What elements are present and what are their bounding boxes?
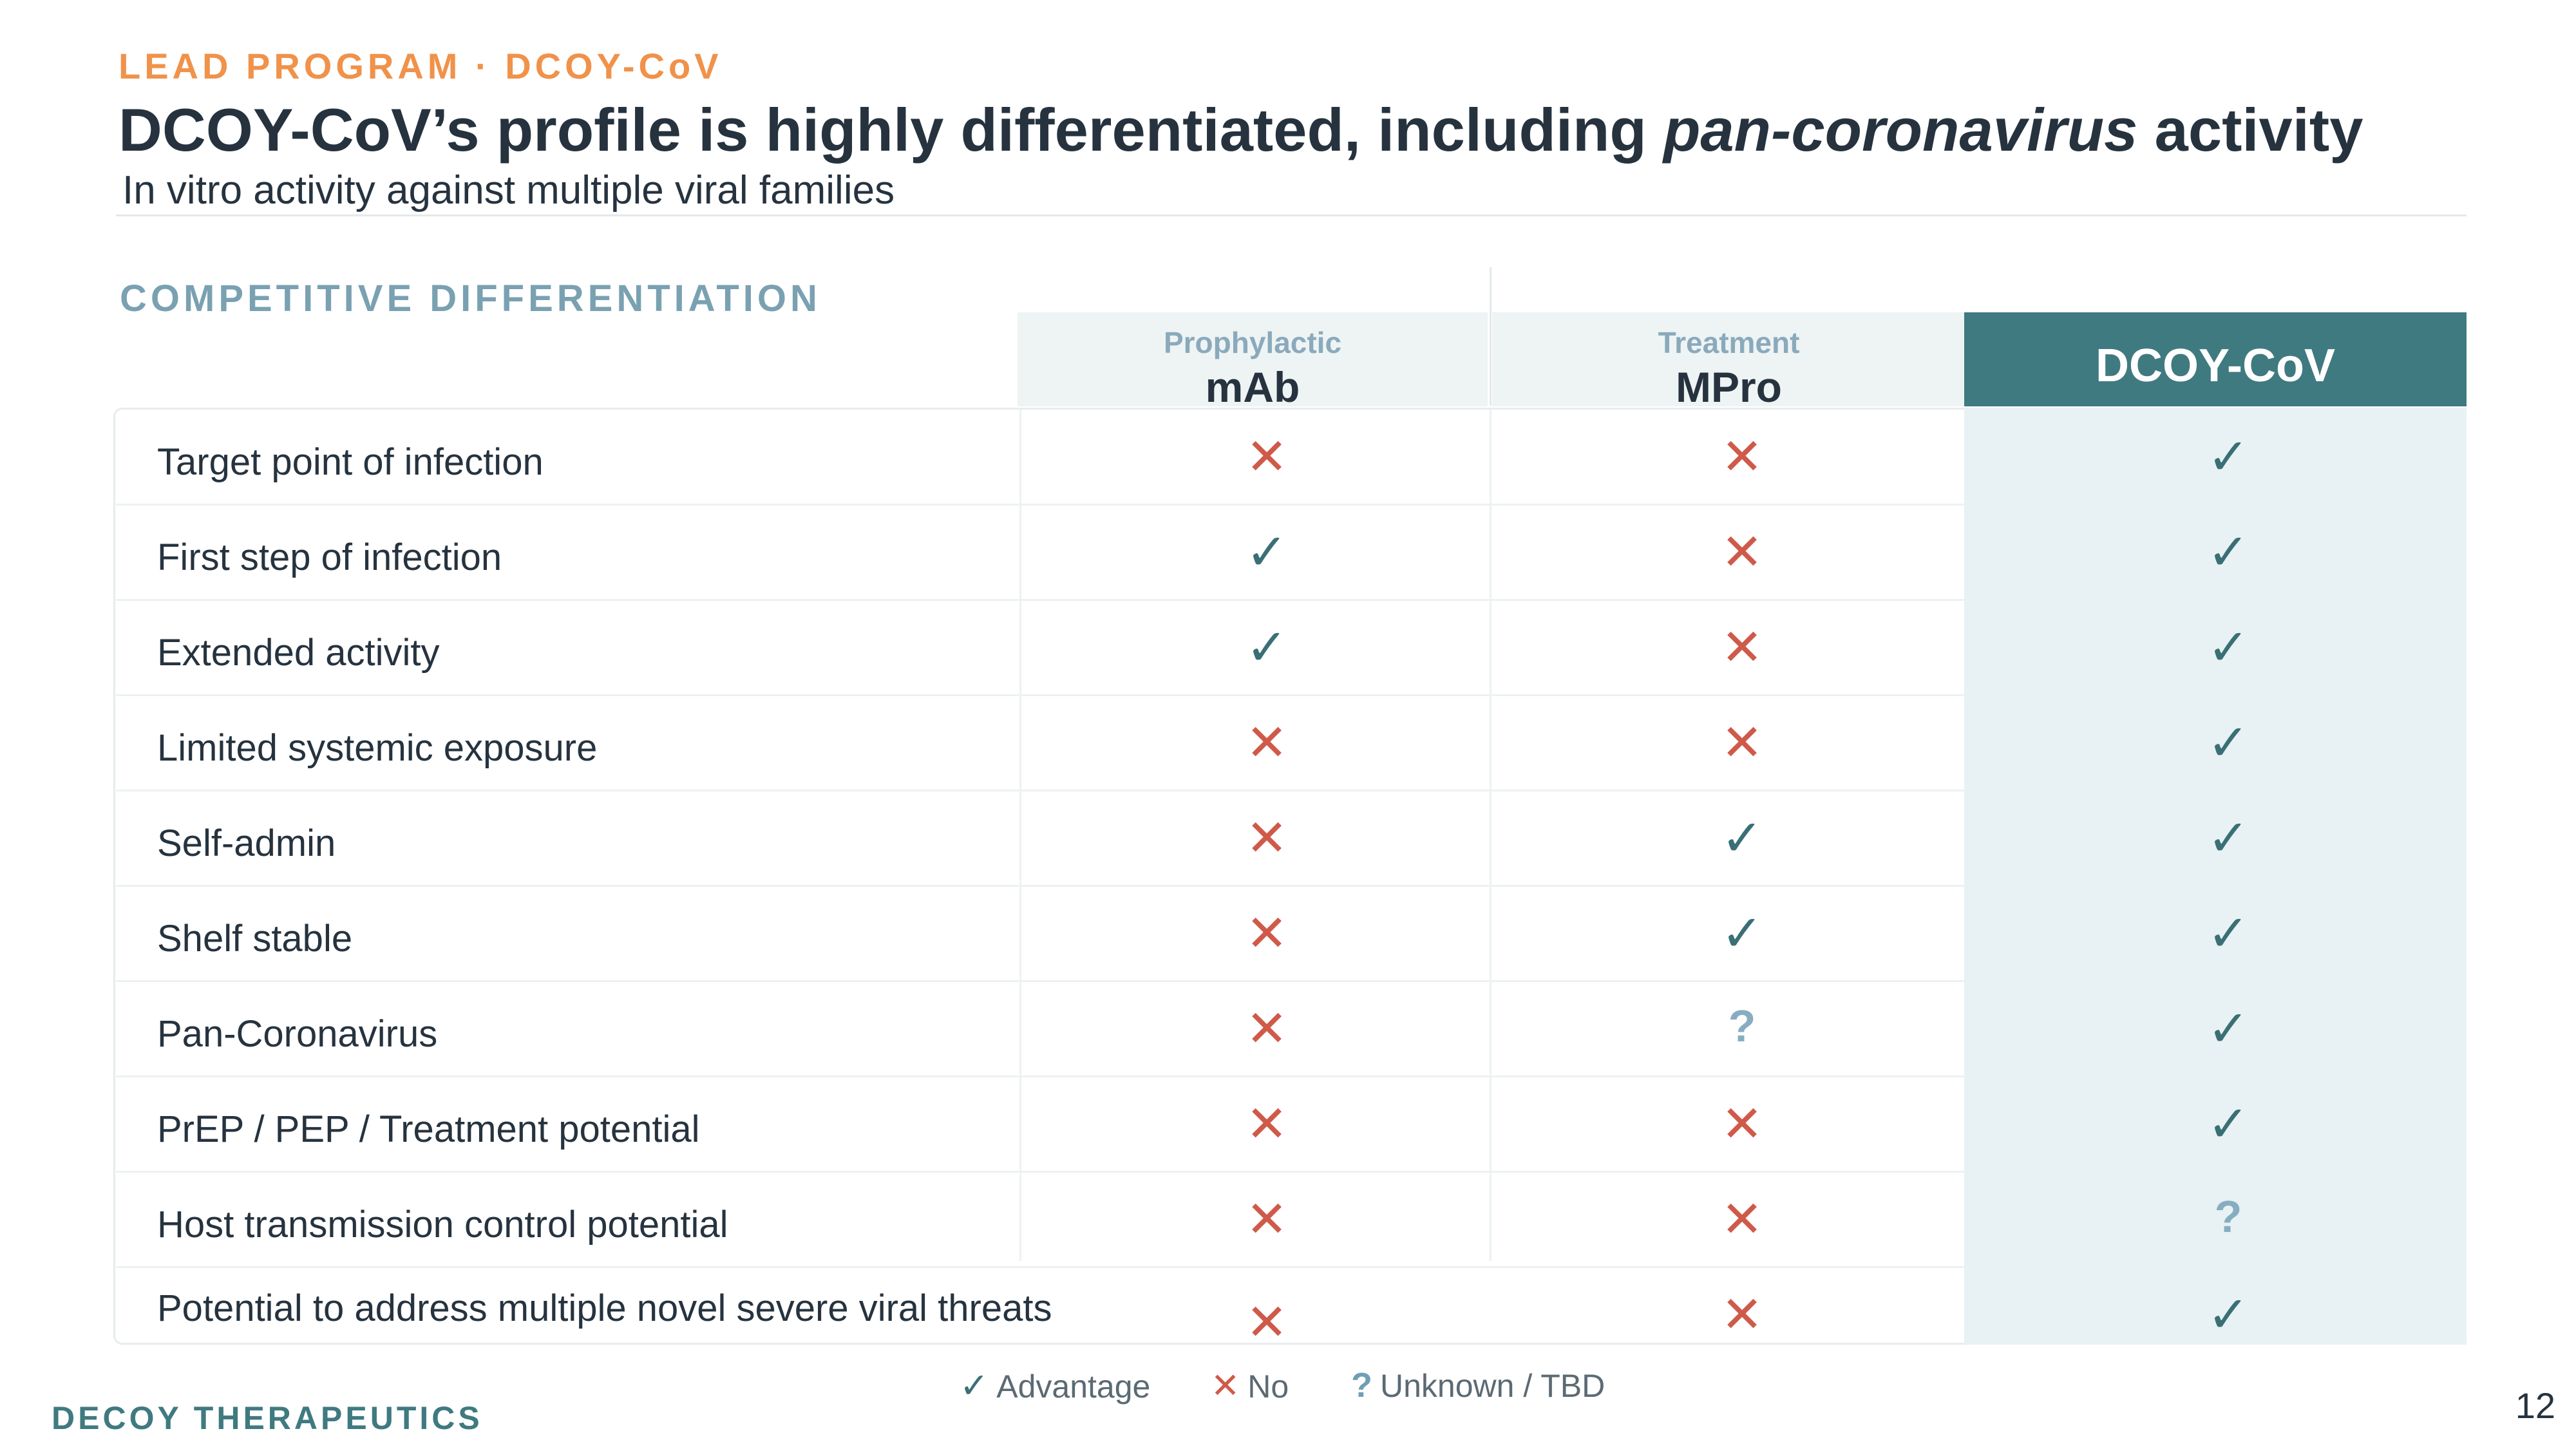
check-icon: ✓ bbox=[1245, 524, 1288, 580]
column-header-name: mAb bbox=[1205, 363, 1300, 411]
row-label: Shelf stable bbox=[157, 918, 353, 960]
row-label: Potential to address multiple novel seve… bbox=[157, 1287, 1052, 1329]
cross-icon: ✕ bbox=[1721, 1191, 1763, 1247]
cross-icon: ✕ bbox=[1245, 428, 1288, 485]
check-icon: ✓ bbox=[1721, 905, 1763, 961]
column-header-sub: Treatment bbox=[1658, 326, 1800, 359]
column-header-mpro: Treatment MPro bbox=[1492, 312, 1965, 411]
cross-icon: ✕ bbox=[1245, 1191, 1288, 1247]
row-label: Limited systemic exposure bbox=[157, 727, 598, 769]
row-divider bbox=[116, 790, 1964, 791]
row-divider bbox=[116, 1075, 1964, 1077]
cross-icon: ✕ bbox=[1721, 1286, 1763, 1343]
check-icon: ✓ bbox=[2207, 619, 2249, 676]
check-icon: ✓ bbox=[2207, 714, 2249, 771]
cross-icon: ✕ bbox=[1721, 1095, 1763, 1152]
check-icon: ✓ bbox=[2207, 1000, 2249, 1057]
row-divider bbox=[116, 504, 1964, 506]
row-label: First step of infection bbox=[157, 536, 502, 578]
slide-title: DCOY-CoV’s profile is highly differentia… bbox=[118, 95, 2363, 165]
row-label: Extended activity bbox=[157, 632, 440, 674]
cross-icon: ✕ bbox=[1721, 524, 1763, 580]
cross-icon: ✕ bbox=[1721, 714, 1763, 771]
company-name: DECOY THERAPEUTICS bbox=[52, 1400, 483, 1436]
row-label: Pan-Coronavirus bbox=[157, 1013, 438, 1055]
question-icon: ? bbox=[1351, 1366, 1372, 1405]
check-icon: ✓ bbox=[1721, 810, 1763, 866]
column-divider bbox=[1490, 410, 1492, 1261]
check-icon: ✓ bbox=[2207, 428, 2249, 485]
program-eyebrow: LEAD PROGRAM · DCOY-CoV bbox=[118, 46, 723, 86]
cross-icon: ✕ bbox=[1245, 714, 1288, 771]
check-icon: ✓ bbox=[2207, 524, 2249, 580]
column-header-mab: Prophylactic mAb bbox=[1018, 312, 1488, 411]
row-divider bbox=[116, 885, 1964, 887]
check-icon: ✓ bbox=[2207, 905, 2249, 961]
dcoy-cov-highlight-column bbox=[1964, 408, 2467, 1345]
header-divider bbox=[1490, 267, 1492, 406]
cross-icon: ✕ bbox=[1245, 1095, 1288, 1152]
slide-title-emphasis: pan-coronavirus bbox=[1663, 96, 2138, 164]
legend-unknown-label: Unknown / TBD bbox=[1380, 1368, 1605, 1404]
cross-icon: ✕ bbox=[1211, 1367, 1240, 1405]
column-header-sub: Prophylactic bbox=[1163, 326, 1342, 359]
legend-unknown: ? Unknown / TBD bbox=[1351, 1365, 1605, 1405]
check-icon: ✓ bbox=[2207, 810, 2249, 866]
cross-icon: ✕ bbox=[1245, 905, 1288, 961]
page-number: 12 bbox=[2515, 1385, 2555, 1426]
check-icon: ✓ bbox=[2207, 1286, 2249, 1343]
row-divider bbox=[116, 694, 1964, 696]
cross-icon: ✕ bbox=[1245, 1000, 1288, 1057]
check-icon: ✓ bbox=[960, 1367, 989, 1405]
column-divider bbox=[1019, 410, 1021, 1261]
question-icon: ? bbox=[1728, 1001, 1756, 1051]
row-divider bbox=[116, 1266, 1964, 1268]
row-divider bbox=[116, 980, 1964, 982]
question-icon: ? bbox=[2214, 1191, 2242, 1242]
cross-icon: ✕ bbox=[1245, 810, 1288, 866]
slide-title-pre: DCOY-CoV’s profile is highly differentia… bbox=[118, 96, 1663, 164]
slide-subtitle: In vitro activity against multiple viral… bbox=[122, 168, 895, 213]
column-header-dcoy-cov: DCOY-CoV bbox=[1964, 312, 2467, 406]
legend-advantage: ✓ Advantage bbox=[960, 1365, 1150, 1406]
row-label: Self-admin bbox=[157, 822, 336, 864]
legend-no-label: No bbox=[1247, 1368, 1289, 1405]
check-icon: ✓ bbox=[2207, 1095, 2249, 1152]
column-header-name: DCOY-CoV bbox=[2095, 340, 2336, 392]
cross-icon: ✕ bbox=[1721, 619, 1763, 676]
cross-icon: ✕ bbox=[1721, 428, 1763, 485]
legend-advantage-label: Advantage bbox=[996, 1368, 1151, 1405]
row-label: PrEP / PEP / Treatment potential bbox=[157, 1108, 700, 1150]
row-label: Host transmission control potential bbox=[157, 1204, 728, 1245]
section-label: COMPETITIVE DIFFERENTIATION bbox=[120, 278, 821, 319]
row-label: Target point of infection bbox=[157, 441, 544, 483]
slide-title-post: activity bbox=[2137, 96, 2363, 164]
cross-icon: ✕ bbox=[1245, 1294, 1288, 1350]
legend-no: ✕ No bbox=[1211, 1365, 1289, 1406]
check-icon: ✓ bbox=[1245, 619, 1288, 676]
column-header-name: MPro bbox=[1676, 363, 1782, 411]
row-divider bbox=[116, 1171, 1964, 1173]
row-divider bbox=[116, 599, 1964, 601]
title-divider bbox=[116, 214, 2467, 216]
